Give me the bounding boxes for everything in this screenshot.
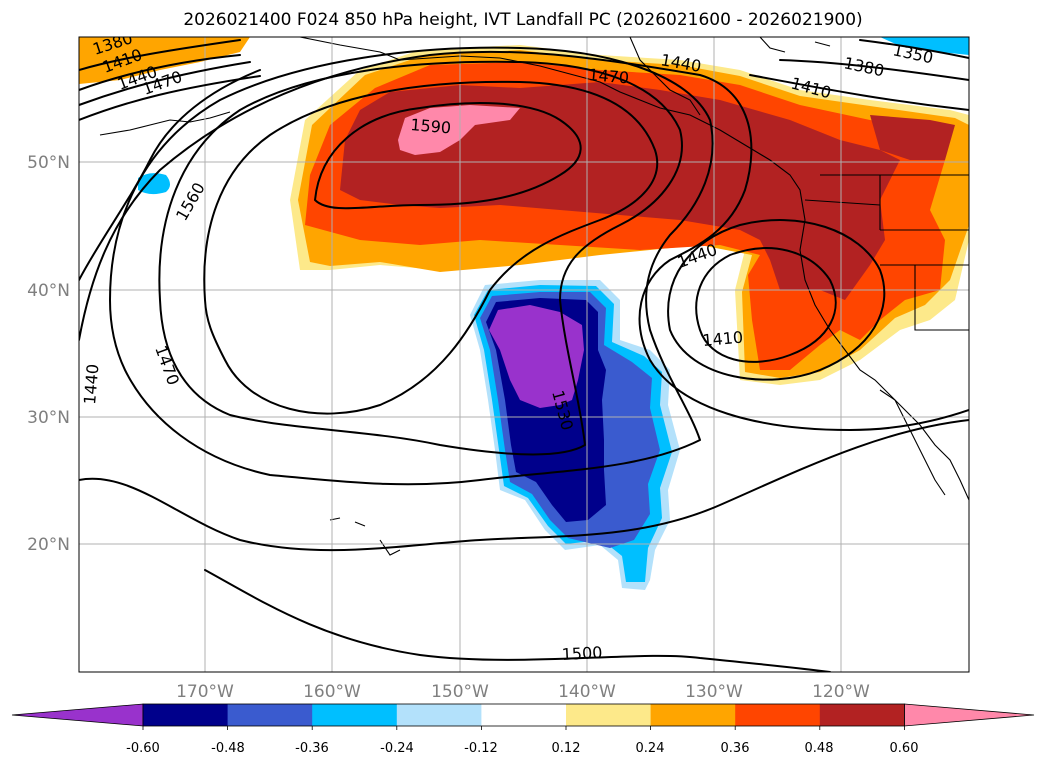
colorbar-swatch xyxy=(312,704,398,726)
contour-1440-loop xyxy=(667,219,886,381)
colorbar-swatch xyxy=(227,704,313,726)
contour-label: 1500 xyxy=(561,643,603,664)
lat-label: 40°N xyxy=(27,281,70,301)
contour-label: 1470 xyxy=(588,65,630,87)
contour-1530 xyxy=(158,60,683,456)
colorbar-swatch xyxy=(819,704,905,726)
contour-1380-ne xyxy=(779,59,969,81)
map-frame xyxy=(78,36,970,673)
coastlines xyxy=(99,37,969,556)
contour-1560 xyxy=(203,80,659,415)
colorbar-tick-label: -0.60 xyxy=(126,741,160,756)
colorbar-tick-label: 0.24 xyxy=(636,741,665,756)
colorbar-tick-label: 0.12 xyxy=(552,741,581,756)
colorbar xyxy=(11,703,1035,730)
colorbar-tick-label: -0.12 xyxy=(464,741,498,756)
contour-1470 xyxy=(79,50,969,431)
lon-label: 120°W xyxy=(812,682,870,702)
lat-label: 30°N xyxy=(27,408,70,428)
colorbar-swatch xyxy=(735,704,821,726)
contour-label: 1440 xyxy=(80,363,102,405)
contour-1470-nw xyxy=(79,75,261,121)
contour-1410-ne xyxy=(749,74,969,111)
lon-label: 130°W xyxy=(685,682,743,702)
negative-ivt-field xyxy=(79,37,969,590)
contour-label: 1410 xyxy=(702,328,744,350)
colorbar-tick-label: -0.36 xyxy=(295,741,329,756)
fill-purple xyxy=(489,305,584,408)
longitude-axis-labels: 170°W 160°W 150°W 140°W 130°W 120°W xyxy=(176,682,870,702)
fill-cyan-corner xyxy=(880,37,969,55)
lon-label: 160°W xyxy=(303,682,361,702)
contour-1350-ne xyxy=(859,39,969,59)
map-panel: 1380 1410 1440 1470 1350 1380 1410 1440 … xyxy=(79,37,969,672)
contour-1500-south xyxy=(204,569,831,672)
colorbar-swatch xyxy=(566,704,652,726)
contour-1440 xyxy=(79,419,969,552)
lat-label: 20°N xyxy=(27,535,70,555)
lon-label: 170°W xyxy=(176,682,234,702)
fill-orange-corner xyxy=(79,37,250,84)
colorbar-tick-label: -0.24 xyxy=(380,741,414,756)
contour-1590 xyxy=(314,102,582,210)
contour-1500 xyxy=(109,46,714,486)
colorbar-tick-label: 0.36 xyxy=(721,741,750,756)
colorbar-swatch xyxy=(143,704,229,726)
colorbar-tick-label: 0.48 xyxy=(805,741,834,756)
colorbar-tick-label: -0.48 xyxy=(211,741,245,756)
colorbar-tick-labels: -0.60 -0.48 -0.36 -0.24 -0.12 0.12 0.24 … xyxy=(126,741,918,756)
fill-darkred-east xyxy=(870,115,955,160)
colorbar-extend-low xyxy=(11,703,144,727)
colorbar-swatch xyxy=(396,704,482,726)
graticule xyxy=(79,37,969,672)
fill-darkred xyxy=(340,82,900,300)
colorbar-extend-high xyxy=(904,703,1035,727)
fill-pink xyxy=(398,105,520,155)
colorbar-swatch xyxy=(481,704,567,726)
lat-label: 50°N xyxy=(27,153,70,173)
colorbar-frame xyxy=(142,703,905,727)
contour-1380-nw xyxy=(79,39,241,71)
contour-1410-nw xyxy=(79,54,241,91)
colorbar-swatch xyxy=(650,704,736,726)
height-contours xyxy=(79,39,969,672)
fill-cyan-blob-west xyxy=(138,173,170,195)
lon-label: 150°W xyxy=(431,682,489,702)
map-title: 2026021400 F024 850 hPa height, IVT Land… xyxy=(183,10,862,30)
latitude-axis-labels: 50°N 40°N 30°N 20°N xyxy=(27,153,70,555)
positive-ivt-field xyxy=(290,45,969,385)
contour-label: 1590 xyxy=(410,115,452,137)
colorbar-tick-label: 0.60 xyxy=(890,741,919,756)
contour-1410-loop xyxy=(695,247,837,363)
contour-1440-nw xyxy=(79,61,251,106)
contour-1410-west xyxy=(79,69,261,281)
lon-label: 140°W xyxy=(558,682,616,702)
